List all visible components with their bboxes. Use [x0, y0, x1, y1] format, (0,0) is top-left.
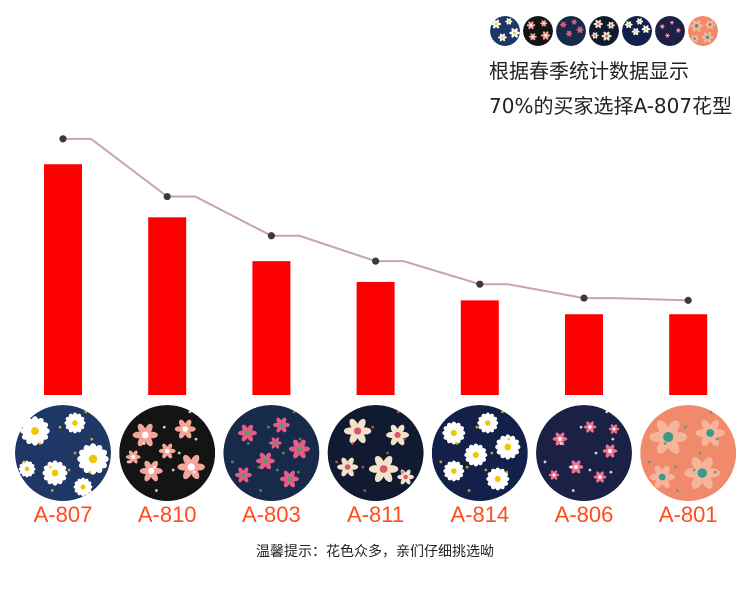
trend-point-A-801: [684, 296, 692, 304]
mini-swatch-A-810: [523, 16, 553, 46]
mini-swatch-A-807: [490, 16, 520, 46]
mini-swatch-A-811: [589, 16, 619, 46]
bar-A-806: [565, 314, 603, 395]
bar-A-807: [44, 164, 82, 395]
trend-point-A-811: [372, 257, 380, 265]
headline-line-2: 70%的买家选择A-807花型: [489, 94, 733, 118]
tick-label-layer: A-807 A-810 A-803 A-811 A-814 A-806 A-801: [34, 502, 718, 527]
pattern-swatch-A-806: [536, 405, 632, 501]
mini-swatch-A-806: [655, 16, 685, 46]
tick-label-A-810: A-810: [138, 502, 197, 527]
bars-layer: [44, 164, 708, 395]
trend-point-A-806: [580, 294, 588, 302]
pattern-swatch-A-810: [119, 405, 216, 501]
pattern-swatch-A-811: [327, 405, 424, 501]
trend-point-A-807: [59, 135, 67, 143]
bar-A-810: [148, 217, 187, 395]
trend-layer: [59, 135, 692, 304]
bar-A-801: [669, 314, 708, 395]
mini-swatch-A-814: [622, 16, 652, 46]
swatch-layer: [15, 405, 737, 501]
pattern-swatch-A-807: [15, 405, 111, 501]
mini-swatch-A-803: [556, 16, 586, 46]
pattern-swatch-A-801: [640, 405, 737, 501]
trend-point-A-814: [476, 280, 484, 288]
mini-swatch-row: [490, 16, 718, 46]
footer-note: 温馨提示：花色众多，亲们仔细挑选呦: [256, 544, 494, 560]
tick-label-A-814: A-814: [450, 502, 509, 527]
tick-label-A-801: A-801: [659, 502, 718, 527]
mini-swatch-A-801: [688, 16, 718, 46]
pattern-swatch-A-803: [223, 405, 320, 501]
pattern-swatch-A-814: [431, 405, 528, 501]
tick-label-A-807: A-807: [34, 502, 93, 527]
trend-point-A-810: [163, 192, 171, 201]
headline-line-1: 根据春季统计数据显示: [489, 59, 689, 83]
bar-A-814: [460, 300, 499, 395]
tick-label-A-803: A-803: [242, 502, 301, 527]
bar-A-803: [252, 261, 291, 395]
trend-point-A-803: [267, 232, 275, 240]
bar-A-811: [356, 281, 395, 395]
tick-label-A-806: A-806: [555, 502, 614, 527]
tick-label-A-811: A-811: [347, 502, 404, 527]
